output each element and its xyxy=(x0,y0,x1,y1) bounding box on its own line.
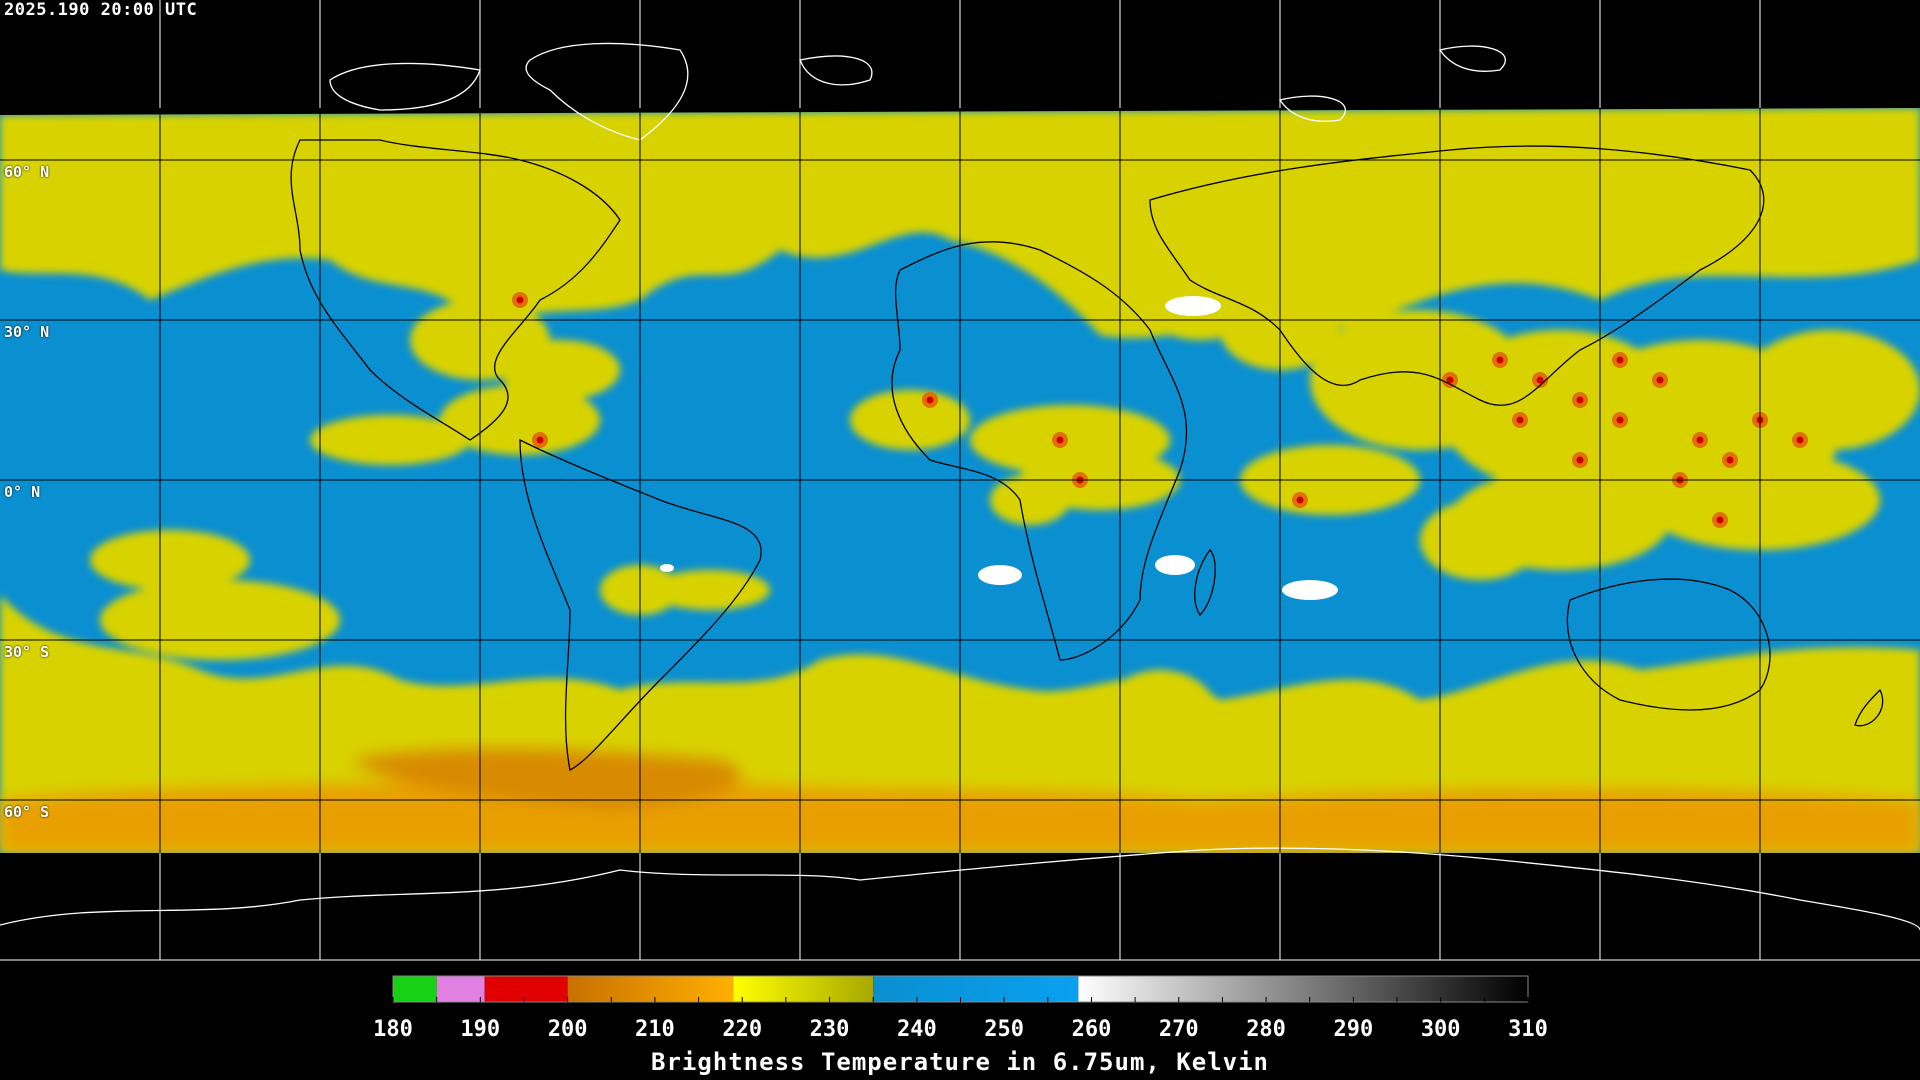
colorbar-tick-label: 210 xyxy=(635,1017,675,1042)
polar-outline xyxy=(1438,45,1506,72)
colorbar-segment xyxy=(393,976,437,1002)
coastline xyxy=(1854,688,1884,727)
colorbar-tick-label: 270 xyxy=(1159,1017,1199,1042)
convective-core xyxy=(1576,396,1584,404)
colorbar-tick-label: 200 xyxy=(548,1017,588,1042)
convective-core xyxy=(1716,516,1724,524)
moisture-blob xyxy=(500,340,620,400)
polar-outline xyxy=(0,847,1920,931)
colorbar-tick-label: 230 xyxy=(810,1017,850,1042)
convective-core xyxy=(1516,416,1524,424)
convective-core xyxy=(1056,436,1064,444)
dry-area xyxy=(978,565,1022,585)
convective-core xyxy=(1296,496,1304,504)
convective-core xyxy=(926,396,934,404)
lat-label-30n: 30° N xyxy=(4,323,50,341)
convective-core xyxy=(536,436,544,444)
timestamp: 2025.190 20:00 UTC xyxy=(4,0,198,20)
colorbar-segment xyxy=(733,976,874,1002)
colorbar-tick-label: 240 xyxy=(897,1017,937,1042)
moisture-blob xyxy=(650,570,770,610)
colorbar-tick-label: 310 xyxy=(1508,1017,1548,1042)
moisture-blob xyxy=(1100,670,1220,770)
convective-core xyxy=(1696,436,1704,444)
polar-outlines xyxy=(0,42,1920,931)
lat-lon-grid xyxy=(0,0,1920,961)
coastline xyxy=(1194,549,1216,617)
convective-core xyxy=(1446,376,1454,384)
convective-core xyxy=(1796,436,1804,444)
polar-outline xyxy=(525,42,689,141)
moisture-blob xyxy=(850,390,970,450)
colorbar-tick-label: 300 xyxy=(1421,1017,1461,1042)
dry-area xyxy=(1155,555,1195,575)
dry-area xyxy=(1165,296,1221,316)
lat-label-60n: 60° N xyxy=(4,163,50,181)
coastline xyxy=(290,139,621,441)
lat-label-0n: 0° N xyxy=(4,483,41,501)
colorbar-tick-label: 250 xyxy=(984,1017,1024,1042)
colorbar-tick-label: 180 xyxy=(373,1017,413,1042)
polar-outline xyxy=(329,62,481,111)
coastline xyxy=(519,438,762,771)
moisture-blob xyxy=(1420,500,1540,580)
cold-band xyxy=(350,748,741,810)
colorbar-tick-label: 280 xyxy=(1246,1017,1286,1042)
dry-area xyxy=(1282,580,1338,600)
convective-core xyxy=(1536,376,1544,384)
convective-core xyxy=(1726,456,1734,464)
colorbar-tick-label: 260 xyxy=(1072,1017,1112,1042)
colorbar-title: Brightness Temperature in 6.75um, Kelvin xyxy=(651,1048,1269,1076)
convective-core xyxy=(516,296,524,304)
dry-area xyxy=(660,564,674,572)
colorbar-segment xyxy=(873,976,1079,1002)
moisture-blob xyxy=(310,415,470,465)
color-scale-bar: 180 190 200 210 220 230 240 250 260 270 280 290 300 3… xyxy=(373,975,1548,1042)
moisture-blob xyxy=(1740,330,1920,450)
moisture-blob xyxy=(790,670,910,710)
colorbar-tick-label: 190 xyxy=(460,1017,500,1042)
moisture-blob xyxy=(990,475,1070,525)
polar-outline xyxy=(799,55,873,86)
colorbar-tick-label: 290 xyxy=(1334,1017,1374,1042)
convective-core xyxy=(1616,356,1624,364)
polar-outline xyxy=(1278,95,1346,122)
lat-label-60s: 60° S xyxy=(4,803,50,821)
moisture-blob xyxy=(90,530,250,590)
colorbar-segment xyxy=(567,976,734,1002)
colorbar-segment xyxy=(1078,976,1528,1002)
colorbar-tick-label: 220 xyxy=(722,1017,762,1042)
convective-core xyxy=(1496,356,1504,364)
convective-core xyxy=(1576,456,1584,464)
colorbar-segment xyxy=(484,976,568,1002)
colorbar-segment xyxy=(436,976,485,1002)
dry-spots xyxy=(660,296,1338,600)
convective-core xyxy=(1656,376,1664,384)
lat-label-30s: 30° S xyxy=(4,643,50,661)
convective-core xyxy=(1616,416,1624,424)
coastline xyxy=(1149,145,1765,406)
convection-cells xyxy=(512,292,1808,528)
moisture-blob xyxy=(100,580,340,660)
coastline xyxy=(891,241,1188,661)
